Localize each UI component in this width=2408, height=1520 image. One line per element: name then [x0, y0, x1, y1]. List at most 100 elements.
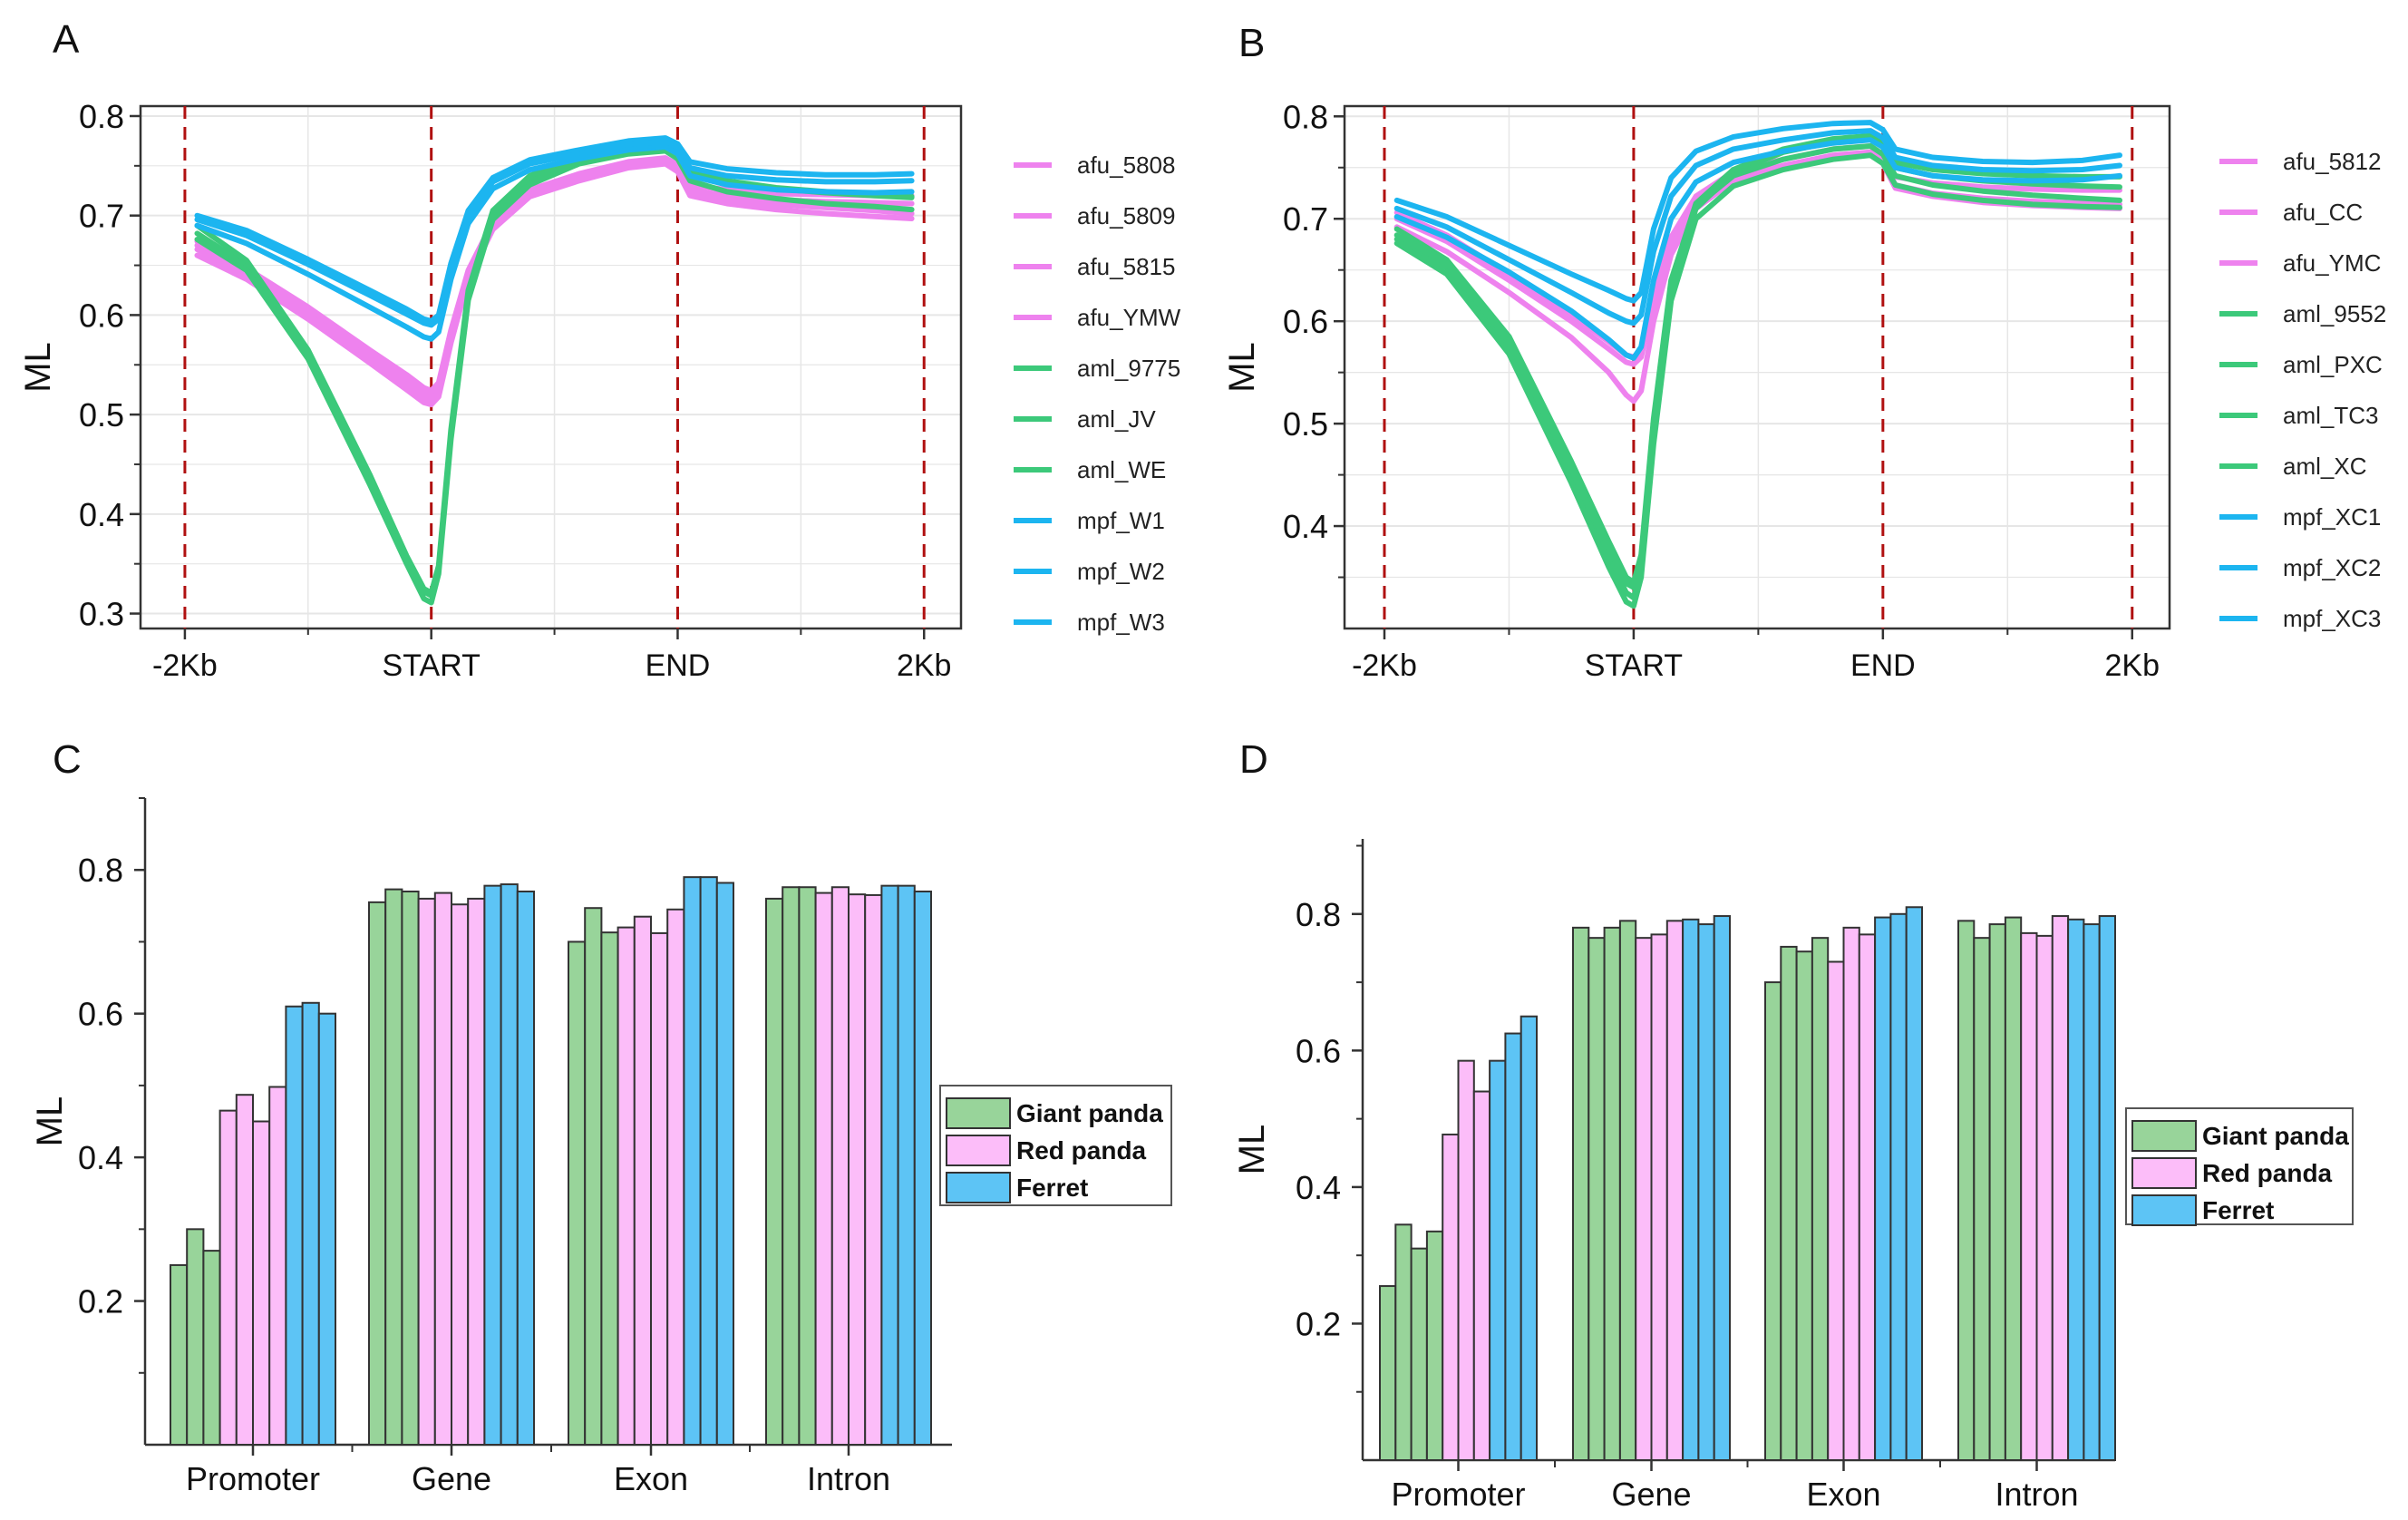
y-tick-label: 0.7	[79, 198, 124, 235]
bar-intron-9	[897, 884, 916, 1446]
y-axis-label: ML	[1232, 1125, 1272, 1175]
category-label-promoter: Promoter	[1391, 1476, 1525, 1513]
series-line-mpf-xc2	[1393, 128, 2122, 326]
y-tick-label: 0.2	[78, 1283, 123, 1320]
bar-gene-8	[483, 884, 502, 1446]
grid	[141, 106, 961, 628]
x-tick-label: START	[1585, 648, 1683, 683]
bar-gene-10	[516, 890, 535, 1446]
bar-exon-8	[1874, 916, 1892, 1461]
line-chart-panel-b: 0.4 0.5 0.6 0.7 0.8 -2Kb START END 2Kb	[1283, 98, 2171, 683]
category-label-intron: Intron	[807, 1460, 890, 1497]
bar-exon-5	[633, 915, 652, 1446]
legend-label-aml-we: aml_WE	[1077, 456, 1166, 483]
bar-promoter-7	[1472, 1090, 1491, 1461]
y-tick-label: 0.6	[78, 996, 123, 1033]
bar-exon-2	[1780, 945, 1798, 1461]
legend-swatch-red-panda	[2131, 1157, 2197, 1189]
series-line-mpf-xc1	[1393, 120, 2122, 304]
bar-exon-2	[584, 907, 603, 1446]
legend-label-aml-tc3: aml_TC3	[2283, 402, 2378, 429]
legend-label-mpf-w1: mpf_W1	[1077, 507, 1165, 534]
bar-gene-9	[1697, 923, 1715, 1461]
panel-label-c: C	[53, 737, 82, 782]
bar-promoter-10	[317, 1012, 336, 1446]
bar-exon-4	[1811, 937, 1830, 1461]
legend-label-aml-xc: aml_XC	[2283, 453, 2366, 480]
y-tick-label: 0.8	[1296, 896, 1341, 933]
bar-exon-3	[1795, 950, 1813, 1461]
legend-panel-d: Giant panda Red panda Ferret	[2125, 1107, 2354, 1226]
bar-intron-6	[848, 893, 867, 1446]
bar-intron-2	[1973, 937, 1991, 1461]
y-tick-label: 0.2	[1296, 1305, 1341, 1342]
series-line-mpf-xc3	[1393, 137, 2122, 361]
x-tick-label: -2Kb	[152, 648, 218, 683]
bar-promoter-3	[1410, 1247, 1428, 1461]
bar-gene-5	[1635, 937, 1653, 1461]
legend-label-afu-5809: afu_5809	[1077, 202, 1175, 229]
bar-intron-10	[913, 890, 932, 1446]
bar-gene-3	[1603, 926, 1621, 1461]
bar-intron-7	[2051, 915, 2070, 1461]
y-axis-label: ML	[30, 1096, 70, 1147]
bar-exon-6	[650, 931, 669, 1446]
bar-intron-5	[830, 886, 850, 1446]
legend-label-mpf-w3: mpf_W3	[1077, 609, 1165, 636]
bar-exon-7	[1858, 933, 1877, 1461]
line-chart-panel-a: 0.3 0.4 0.5 0.6 0.7 0.8 -2Kb START END 2Kb	[79, 98, 963, 683]
x-tick-label: -2Kb	[1352, 648, 1417, 683]
category-label-intron: Intron	[1995, 1476, 2078, 1513]
panel-label-a: A	[53, 17, 80, 62]
bar-intron-5	[2020, 931, 2038, 1461]
bar-promoter-9	[301, 1001, 320, 1446]
legend-swatch-ferret	[2131, 1194, 2197, 1226]
legend-label-ferret: Ferret	[1016, 1174, 1088, 1202]
bar-exon-6	[1842, 926, 1860, 1461]
bar-promoter-2	[1394, 1223, 1413, 1462]
legend-label-mpf-xc1: mpf_XC1	[2283, 503, 2381, 531]
legend-label-giant-panda: Giant panda	[2202, 1122, 2349, 1150]
y-tick-label: 0.8	[79, 98, 124, 135]
bar-promoter-4	[1425, 1230, 1444, 1462]
legend-label-ferret: Ferret	[2202, 1196, 2274, 1224]
bar-exon-3	[600, 931, 619, 1446]
y-tick-label: 0.3	[79, 596, 124, 633]
plot-frame	[1343, 104, 2171, 630]
legend-panel-c: Giant panda Red panda Ferret	[939, 1085, 1172, 1206]
legend-swatch-ferret	[946, 1172, 1011, 1203]
bar-gene-3	[401, 890, 420, 1446]
y-tick-label: 0.4	[79, 496, 124, 533]
legend-label-afu-cc: afu_CC	[2283, 199, 2363, 226]
bar-exon-1	[1764, 981, 1782, 1461]
bar-gene-5	[433, 892, 452, 1446]
bar-intron-8	[880, 884, 899, 1446]
series-line-aml-jv	[194, 141, 915, 596]
legend-label-aml-jv: aml_JV	[1077, 405, 1156, 433]
x-tick-label: END	[1850, 648, 1916, 683]
bar-gene-7	[467, 897, 486, 1446]
y-tick-label: 0.6	[1283, 303, 1328, 340]
bar-exon-10	[1905, 906, 1923, 1461]
category-label-gene: Gene	[1611, 1476, 1691, 1513]
legend-label-giant-panda: Giant panda	[1016, 1099, 1163, 1127]
legend-label-mpf-xc2: mpf_XC2	[2283, 554, 2381, 581]
bar-promoter-1	[1379, 1285, 1397, 1461]
y-tick-label: 0.7	[1283, 200, 1328, 238]
bar-intron-4	[814, 892, 833, 1446]
x-tick-label: END	[646, 648, 711, 683]
legend-label-afu-ymc: afu_YMC	[2283, 249, 2381, 277]
bar-gene-2	[1588, 937, 1606, 1461]
bar-exon-8	[683, 876, 702, 1446]
bar-intron-1	[765, 897, 784, 1446]
bar-gene-7	[1665, 920, 1685, 1461]
category-label-promoter: Promoter	[186, 1460, 320, 1497]
y-tick-label: 0.8	[78, 852, 123, 889]
series-line-mpf-w2	[194, 139, 915, 328]
bar-intron-4	[2004, 916, 2023, 1461]
y-tick-label: 0.8	[1283, 98, 1328, 135]
legend-label-aml-9775: aml_9775	[1077, 355, 1180, 382]
series-line-aml-pxc	[1393, 132, 2122, 586]
x-tick-label: 2Kb	[2105, 648, 2160, 683]
y-tick-label: 0.5	[1283, 405, 1328, 443]
